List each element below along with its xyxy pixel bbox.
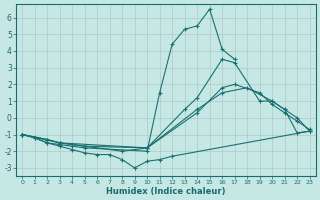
X-axis label: Humidex (Indice chaleur): Humidex (Indice chaleur) [106, 187, 226, 196]
